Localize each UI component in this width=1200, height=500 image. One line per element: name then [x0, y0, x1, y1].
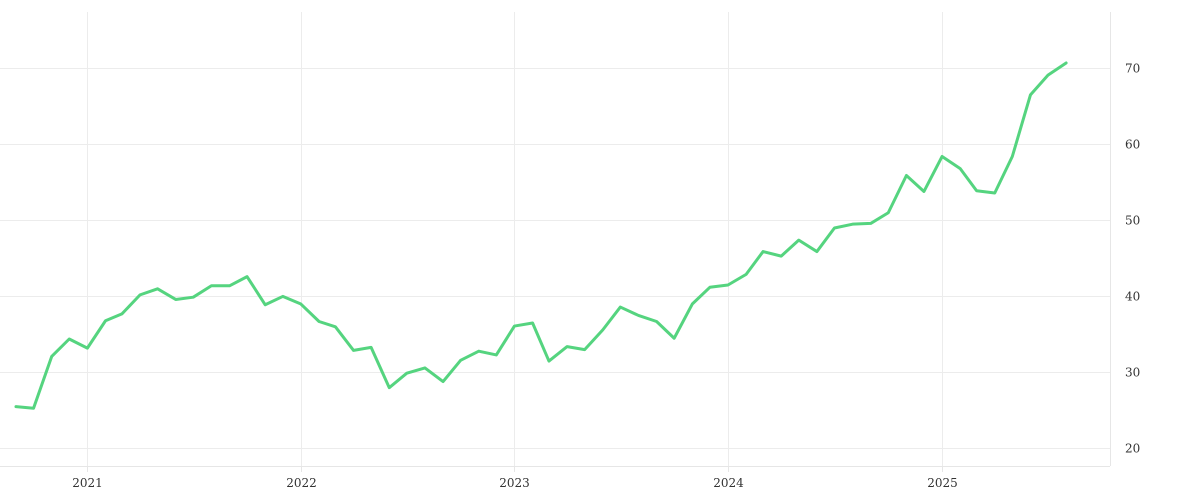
y-tick-label: 20: [1125, 442, 1140, 456]
tick-labels: 20 30 40 50 60 70 2021 2022 2023 2024 2025: [72, 62, 1140, 491]
grid: [0, 12, 1110, 466]
x-tick-label: 2025: [927, 476, 958, 490]
series-line-0: [14, 61, 1068, 410]
y-tick-label: 50: [1125, 214, 1140, 228]
axes: [0, 12, 1111, 472]
x-tick-label: 2023: [499, 476, 530, 490]
x-tick-label: 2022: [286, 476, 317, 490]
y-tick-label: 60: [1125, 138, 1140, 152]
y-tick-label: 30: [1125, 366, 1140, 380]
y-tick-label: 70: [1125, 62, 1140, 76]
series-layer: [14, 61, 1068, 410]
x-tick-label: 2021: [72, 476, 103, 490]
y-tick-label: 40: [1125, 290, 1140, 304]
x-tick-label: 2024: [713, 476, 744, 490]
